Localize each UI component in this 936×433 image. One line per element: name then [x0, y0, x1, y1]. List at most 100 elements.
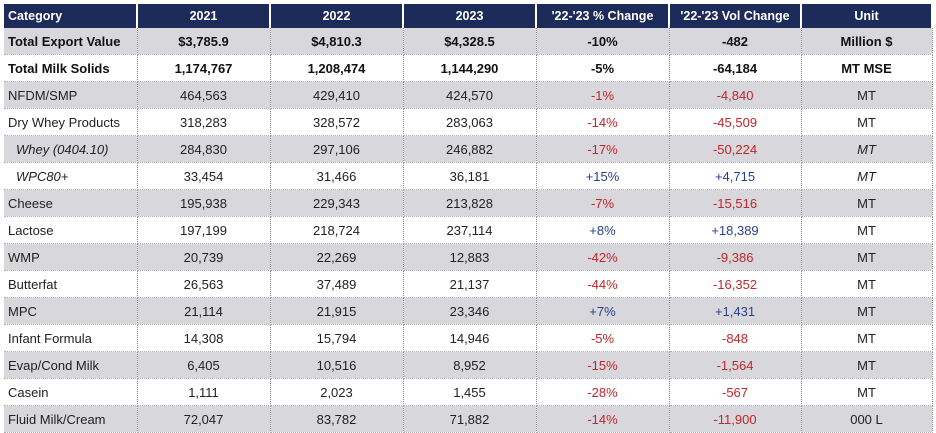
vol-change-cell: -482 [669, 28, 802, 55]
dairy-export-table: Category 2021 2022 2023 '22-'23 % Change… [4, 4, 933, 433]
value-2022-cell: 218,724 [270, 216, 404, 244]
vol-change-cell: -1,564 [669, 351, 802, 379]
unit-cell: MT [801, 135, 933, 163]
table-row: Lactose 197,199 218,724 237,114 +8% +18,… [4, 216, 933, 244]
header-pct-change: '22-'23 % Change [536, 4, 670, 28]
vol-change-cell: -4,840 [669, 81, 802, 109]
table-row: Casein 1,111 2,023 1,455 -28% -567 MT [4, 378, 933, 406]
unit-cell: MT [801, 108, 933, 136]
value-2022-cell: 429,410 [270, 81, 404, 109]
vol-change-cell: +18,389 [669, 216, 802, 244]
vol-change-cell: -9,386 [669, 243, 802, 271]
value-2021-cell: 26,563 [137, 270, 271, 298]
value-2022-cell: 328,572 [270, 108, 404, 136]
category-cell: Fluid Milk/Cream [4, 405, 138, 433]
unit-cell: MT [801, 162, 933, 190]
vol-change-cell: -848 [669, 324, 802, 352]
value-2023-cell: 213,828 [403, 189, 537, 217]
category-cell: WPC80+ [4, 162, 138, 190]
value-2022-cell: 229,343 [270, 189, 404, 217]
value-2023-cell: 71,882 [403, 405, 537, 433]
value-2022-cell: 2,023 [270, 378, 404, 406]
unit-cell: MT [801, 297, 933, 325]
value-2021-cell: 318,283 [137, 108, 271, 136]
category-cell: Casein [4, 378, 138, 406]
value-2021-cell: 1,111 [137, 378, 271, 406]
unit-cell: MT [801, 189, 933, 217]
category-cell: Total Milk Solids [4, 54, 138, 82]
value-2023-cell: 12,883 [403, 243, 537, 271]
pct-change-cell: -7% [536, 189, 670, 217]
value-2023-cell: 1,144,290 [403, 54, 537, 82]
value-2021-cell: 197,199 [137, 216, 271, 244]
value-2022-cell: 10,516 [270, 351, 404, 379]
unit-cell: MT [801, 324, 933, 352]
vol-change-cell: -16,352 [669, 270, 802, 298]
value-2021-cell: 284,830 [137, 135, 271, 163]
vol-change-cell: -50,224 [669, 135, 802, 163]
value-2023-cell: 23,346 [403, 297, 537, 325]
header-2021: 2021 [137, 4, 271, 28]
value-2023-cell: 14,946 [403, 324, 537, 352]
header-vol-change: '22-'23 Vol Change [669, 4, 802, 28]
value-2023-cell: 8,952 [403, 351, 537, 379]
table-row: Evap/Cond Milk 6,405 10,516 8,952 -15% -… [4, 351, 933, 379]
unit-cell: MT [801, 351, 933, 379]
vol-change-cell: +4,715 [669, 162, 802, 190]
value-2021-cell: 21,114 [137, 297, 271, 325]
category-cell: NFDM/SMP [4, 81, 138, 109]
header-category: Category [4, 4, 138, 28]
table-row: Cheese 195,938 229,343 213,828 -7% -15,5… [4, 189, 933, 217]
table-row: NFDM/SMP 464,563 429,410 424,570 -1% -4,… [4, 81, 933, 109]
vol-change-cell: -15,516 [669, 189, 802, 217]
value-2023-cell: $4,328.5 [403, 28, 537, 55]
table-row: WMP 20,739 22,269 12,883 -42% -9,386 MT [4, 243, 933, 271]
unit-cell: MT [801, 270, 933, 298]
value-2022-cell: 22,269 [270, 243, 404, 271]
value-2021-cell: 20,739 [137, 243, 271, 271]
unit-cell: MT [801, 216, 933, 244]
category-cell: MPC [4, 297, 138, 325]
vol-change-cell: -45,509 [669, 108, 802, 136]
pct-change-cell: -28% [536, 378, 670, 406]
table-row: Total Milk Solids 1,174,767 1,208,474 1,… [4, 54, 933, 82]
pct-change-cell: -14% [536, 108, 670, 136]
pct-change-cell: -5% [536, 54, 670, 82]
value-2023-cell: 246,882 [403, 135, 537, 163]
value-2021-cell: 33,454 [137, 162, 271, 190]
value-2023-cell: 36,181 [403, 162, 537, 190]
value-2023-cell: 237,114 [403, 216, 537, 244]
value-2023-cell: 1,455 [403, 378, 537, 406]
value-2021-cell: 6,405 [137, 351, 271, 379]
pct-change-cell: +15% [536, 162, 670, 190]
value-2022-cell: 21,915 [270, 297, 404, 325]
pct-change-cell: -44% [536, 270, 670, 298]
table-row: Fluid Milk/Cream 72,047 83,782 71,882 -1… [4, 405, 933, 433]
table-row: Whey (0404.10) 284,830 297,106 246,882 -… [4, 135, 933, 163]
pct-change-cell: -15% [536, 351, 670, 379]
value-2022-cell: 83,782 [270, 405, 404, 433]
value-2023-cell: 283,063 [403, 108, 537, 136]
table-row: WPC80+ 33,454 31,466 36,181 +15% +4,715 … [4, 162, 933, 190]
category-cell: Evap/Cond Milk [4, 351, 138, 379]
category-cell: Cheese [4, 189, 138, 217]
table-row: Butterfat 26,563 37,489 21,137 -44% -16,… [4, 270, 933, 298]
category-cell: WMP [4, 243, 138, 271]
value-2022-cell: $4,810.3 [270, 28, 404, 55]
value-2023-cell: 424,570 [403, 81, 537, 109]
category-cell: Infant Formula [4, 324, 138, 352]
table-row: Infant Formula 14,308 15,794 14,946 -5% … [4, 324, 933, 352]
value-2021-cell: 72,047 [137, 405, 271, 433]
vol-change-cell: +1,431 [669, 297, 802, 325]
value-2022-cell: 31,466 [270, 162, 404, 190]
header-2022: 2022 [270, 4, 404, 28]
category-cell: Whey (0404.10) [4, 135, 138, 163]
category-cell: Butterfat [4, 270, 138, 298]
unit-cell: MT [801, 243, 933, 271]
header-row: Category 2021 2022 2023 '22-'23 % Change… [4, 4, 933, 28]
pct-change-cell: -5% [536, 324, 670, 352]
unit-cell: 000 L [801, 405, 933, 433]
category-cell: Dry Whey Products [4, 108, 138, 136]
table-row: Dry Whey Products 318,283 328,572 283,06… [4, 108, 933, 136]
value-2021-cell: 14,308 [137, 324, 271, 352]
